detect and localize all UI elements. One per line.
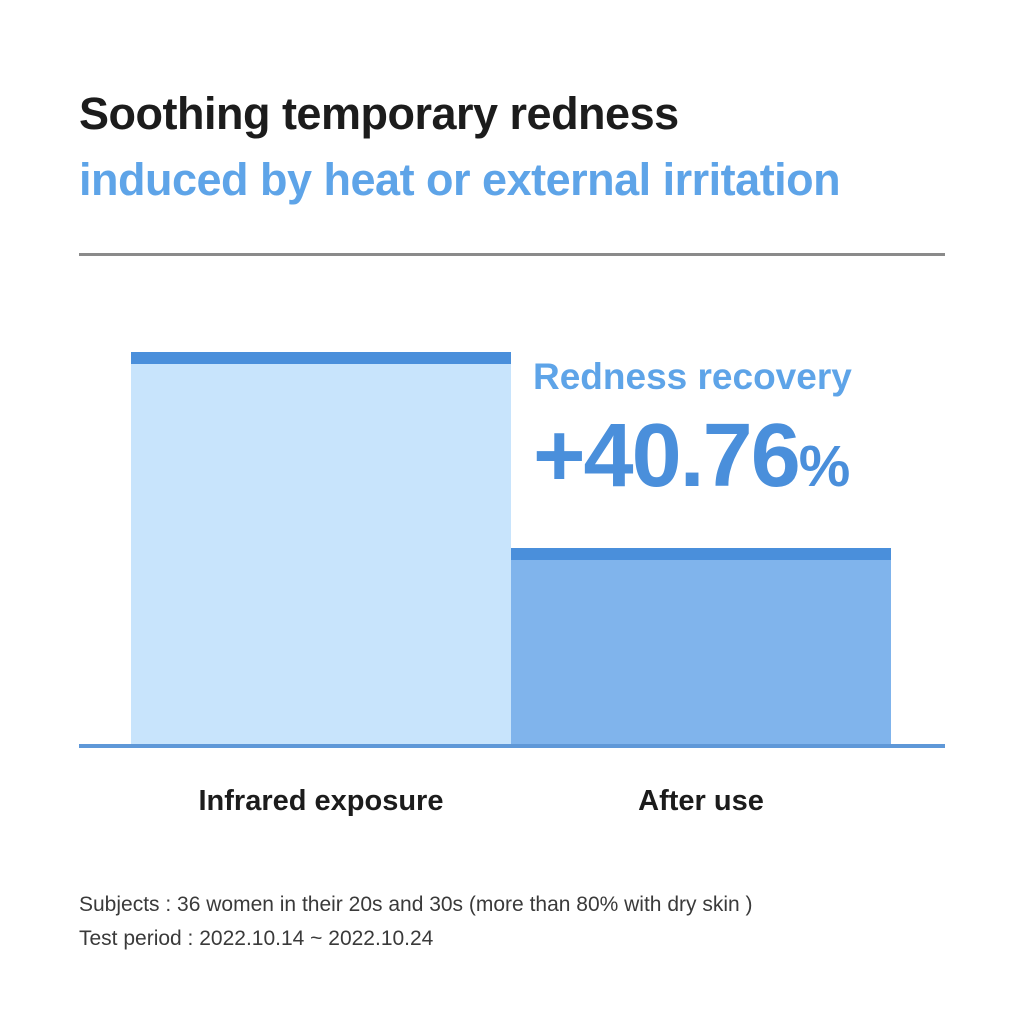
bar-after-use <box>511 548 891 744</box>
callout-label: Redness recovery <box>533 356 852 397</box>
footnote-test-period: Test period : 2022.10.14 ~ 2022.10.24 <box>79 927 434 950</box>
callout-value: +40.76% <box>533 405 850 508</box>
category-label-after-use: After use <box>638 785 764 817</box>
bar-cap-after-use <box>511 548 891 560</box>
x-axis-baseline <box>79 744 945 748</box>
category-label-infrared-exposure: Infrared exposure <box>198 785 444 817</box>
bar-cap-infrared-exposure <box>131 352 511 364</box>
header-divider <box>79 253 945 256</box>
chart-title: Soothing temporary redness <box>79 88 679 139</box>
bar-infrared-exposure <box>131 352 511 744</box>
callout-unit: % <box>798 434 851 499</box>
footnote-subjects: Subjects : 36 women in their 20s and 30s… <box>79 893 753 916</box>
chart-subtitle: induced by heat or external irritation <box>79 154 841 205</box>
callout-number: +40.76 <box>533 406 801 506</box>
